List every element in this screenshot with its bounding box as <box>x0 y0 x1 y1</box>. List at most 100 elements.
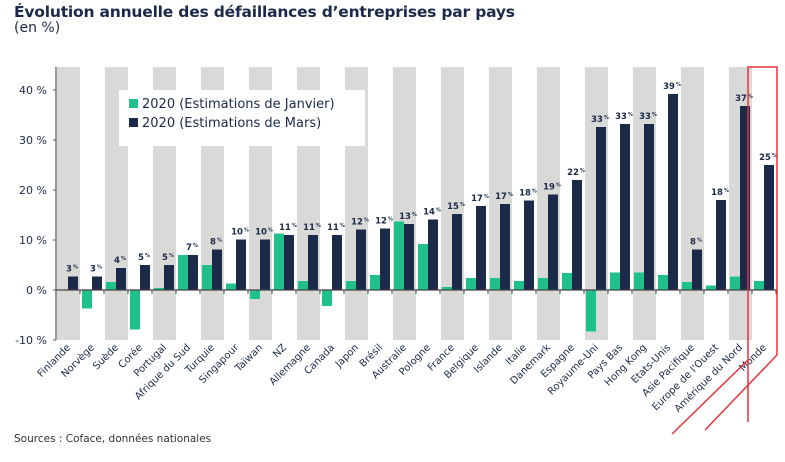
bar-janvier <box>466 278 476 290</box>
bar-janvier <box>274 233 284 290</box>
bar-mars <box>68 276 78 290</box>
data-label-unit: % <box>604 115 609 121</box>
bar-mars <box>356 229 366 290</box>
data-label: 37% <box>735 94 753 104</box>
bar-janvier <box>130 290 140 330</box>
legend-label: 2020 (Estimations de Mars) <box>142 116 321 131</box>
data-label: 12% <box>375 217 393 227</box>
bar-mars <box>572 180 582 290</box>
bar-mars <box>428 219 438 290</box>
bar-janvier <box>370 275 380 290</box>
data-label-unit: % <box>388 217 393 223</box>
data-label: 22% <box>567 168 585 178</box>
data-label: 14% <box>423 208 441 218</box>
data-label-unit: % <box>121 256 126 262</box>
data-label: 8% <box>690 238 702 248</box>
bar-mars <box>164 265 174 290</box>
data-label: 11% <box>279 223 297 233</box>
data-label-unit: % <box>676 82 681 88</box>
highlight-box <box>704 66 778 431</box>
data-label: 18% <box>711 188 729 198</box>
bar-janvier <box>754 281 764 290</box>
category-band <box>681 67 704 340</box>
highlight-line <box>671 359 749 435</box>
bar-mars <box>620 124 630 290</box>
bar-janvier <box>154 288 164 290</box>
data-label: 17% <box>495 192 513 202</box>
bar-mars <box>476 206 486 290</box>
data-label-unit: % <box>748 94 753 100</box>
data-label: 33% <box>615 112 633 122</box>
bar-janvier <box>634 272 644 290</box>
bar-janvier <box>562 273 572 290</box>
data-label: 11% <box>327 223 345 233</box>
chart-title: Évolution annuelle des défaillances d’en… <box>14 3 515 21</box>
y-tick-label: 0 % <box>26 284 47 297</box>
data-label-unit: % <box>169 253 174 259</box>
data-label-unit: % <box>628 112 633 118</box>
y-tick-label: 10 % <box>19 234 47 247</box>
bar-janvier <box>250 290 260 299</box>
data-label-unit: % <box>724 188 729 194</box>
legend-box <box>119 90 365 146</box>
data-label-unit: % <box>97 265 102 271</box>
bar-mars <box>188 255 198 290</box>
bar-janvier <box>106 282 116 290</box>
bar-janvier <box>322 290 332 306</box>
legend-swatch <box>129 118 138 127</box>
data-label-unit: % <box>73 265 78 271</box>
bar-janvier <box>490 278 500 290</box>
data-label: 7% <box>186 243 198 253</box>
data-label-unit: % <box>532 189 537 195</box>
bar-janvier <box>586 290 596 332</box>
bar-mars <box>236 239 246 290</box>
data-label: 13% <box>399 212 417 222</box>
bar-janvier <box>226 283 236 290</box>
legend-swatch <box>129 99 138 108</box>
category-label: Japon <box>333 342 361 370</box>
bar-janvier <box>346 281 356 290</box>
data-label: 5% <box>138 253 150 263</box>
y-tick-label: -10 % <box>15 334 47 347</box>
bar-janvier <box>298 281 308 290</box>
bar-mars <box>500 204 510 290</box>
data-label-unit: % <box>217 238 222 244</box>
data-label: 11% <box>303 223 321 233</box>
bar-janvier <box>178 255 188 290</box>
data-label-unit: % <box>697 238 702 244</box>
data-label-unit: % <box>580 168 585 174</box>
data-label-unit: % <box>244 228 249 234</box>
bar-janvier <box>730 276 740 290</box>
data-label: 15% <box>447 202 465 212</box>
data-label-unit: % <box>652 112 657 118</box>
bar-janvier <box>514 281 524 290</box>
data-label-unit: % <box>460 202 465 208</box>
bar-mars <box>332 235 342 290</box>
bar-janvier <box>394 221 404 290</box>
bar-mars <box>212 249 222 290</box>
bar-janvier <box>706 285 716 290</box>
bar-janvier <box>82 290 92 309</box>
data-label-unit: % <box>316 223 321 229</box>
category-label: Suède <box>90 342 121 373</box>
data-label-unit: % <box>412 212 417 218</box>
bar-mars <box>668 94 678 290</box>
bar-mars <box>548 194 558 290</box>
bar-mars <box>140 265 150 290</box>
data-label: 33% <box>639 112 657 122</box>
data-label: 3% <box>90 265 102 275</box>
data-label-unit: % <box>292 223 297 229</box>
data-label-unit: % <box>145 253 150 259</box>
data-label-unit: % <box>484 194 489 200</box>
data-label: 12% <box>351 218 369 228</box>
bar-mars <box>524 200 534 290</box>
bar-janvier <box>202 265 212 290</box>
bar-mars <box>740 106 750 290</box>
chart-subtitle: (en %) <box>14 20 61 36</box>
source-note: Sources : Coface, données nationales <box>14 433 212 445</box>
bar-janvier <box>682 282 692 290</box>
data-label: 39% <box>663 82 681 92</box>
bar-janvier <box>610 272 620 290</box>
y-tick-label: 20 % <box>19 184 47 197</box>
